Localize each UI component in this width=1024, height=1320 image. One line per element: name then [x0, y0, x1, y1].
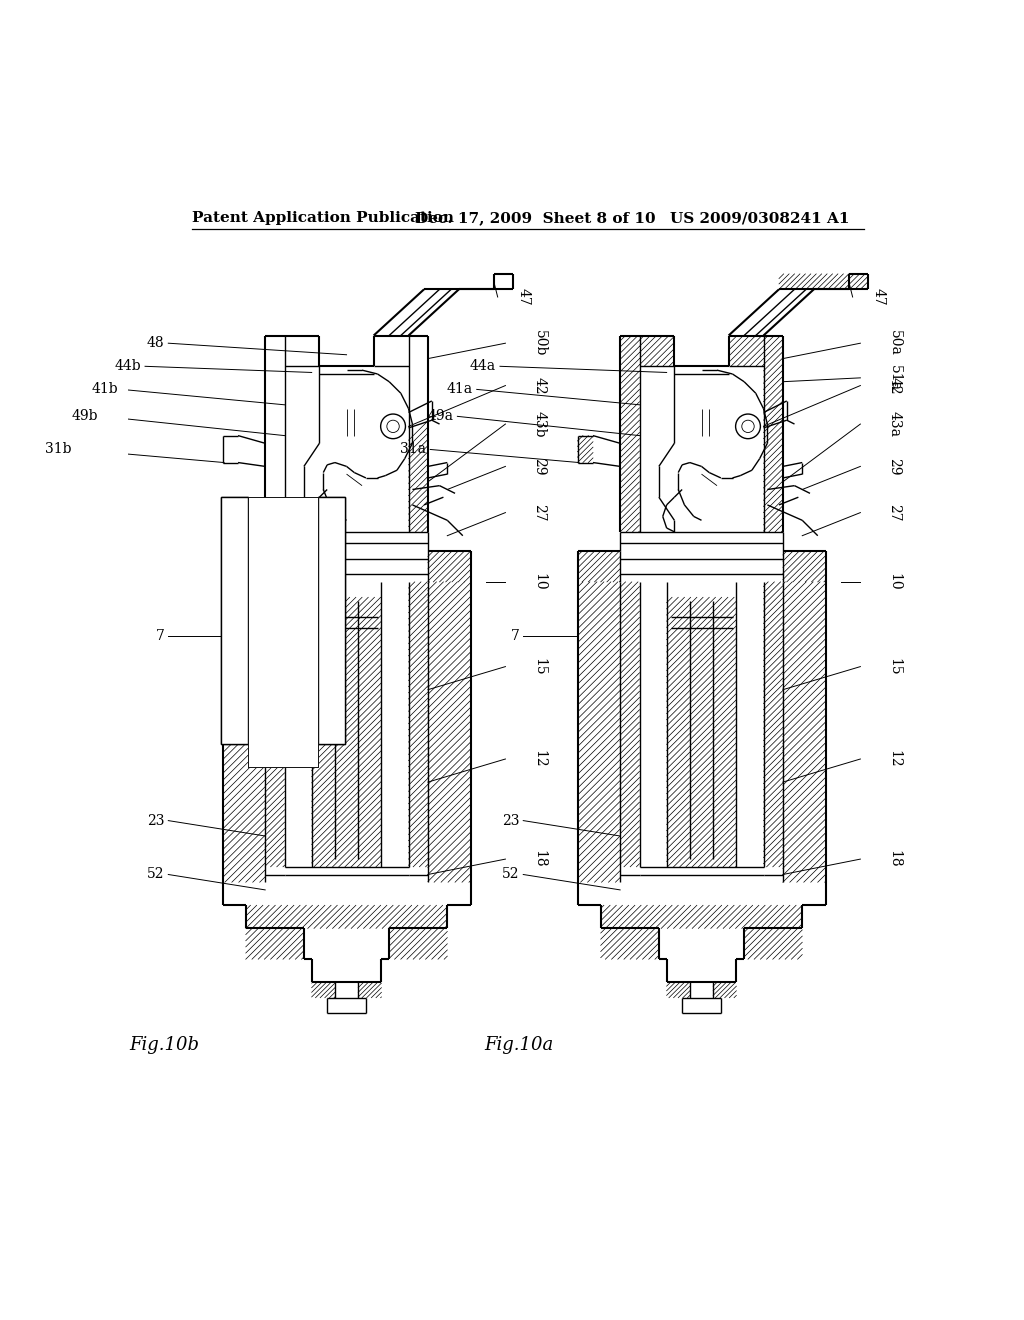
Text: Patent Application Publication: Patent Application Publication — [191, 211, 454, 226]
Text: 49a: 49a — [427, 409, 454, 424]
Text: 42: 42 — [532, 376, 547, 395]
Text: 23: 23 — [502, 813, 519, 828]
Text: 52: 52 — [502, 867, 519, 882]
Text: 43b: 43b — [532, 411, 547, 437]
Text: 15: 15 — [532, 657, 547, 676]
Text: 27: 27 — [532, 504, 547, 521]
Text: 44a: 44a — [470, 359, 496, 374]
Text: 12: 12 — [888, 750, 901, 768]
Polygon shape — [221, 498, 248, 743]
Text: 18: 18 — [532, 850, 547, 869]
Text: Fig.10b: Fig.10b — [130, 1036, 200, 1055]
Text: 50a: 50a — [888, 330, 901, 356]
Text: 43a: 43a — [888, 411, 901, 437]
Text: Fig.10a: Fig.10a — [484, 1036, 554, 1055]
Text: 27: 27 — [888, 504, 901, 521]
Text: 7: 7 — [511, 628, 519, 643]
Text: 10: 10 — [888, 573, 901, 591]
Polygon shape — [317, 498, 345, 743]
Text: 42: 42 — [888, 376, 901, 395]
Text: 44b: 44b — [115, 359, 141, 374]
Text: 41a: 41a — [446, 383, 473, 396]
Text: 29: 29 — [888, 458, 901, 475]
Text: 18: 18 — [888, 850, 901, 869]
Text: 41b: 41b — [91, 383, 118, 396]
Polygon shape — [248, 498, 317, 767]
Text: 10: 10 — [532, 573, 547, 591]
Text: 23: 23 — [146, 813, 165, 828]
Text: 7: 7 — [156, 628, 165, 643]
Text: 51a: 51a — [888, 364, 901, 391]
Text: 48: 48 — [146, 337, 165, 350]
Polygon shape — [248, 498, 317, 767]
Polygon shape — [221, 498, 248, 743]
Text: 12: 12 — [532, 750, 547, 768]
Text: 31b: 31b — [45, 442, 72, 457]
Text: US 2009/0308241 A1: US 2009/0308241 A1 — [671, 211, 850, 226]
Text: 29: 29 — [532, 458, 547, 475]
Text: 49b: 49b — [72, 409, 98, 424]
Text: 15: 15 — [888, 657, 901, 676]
Text: 50b: 50b — [532, 330, 547, 356]
Text: 52: 52 — [146, 867, 165, 882]
Text: 47: 47 — [872, 288, 886, 306]
Text: 31a: 31a — [400, 442, 426, 457]
Text: 47: 47 — [517, 288, 531, 306]
Polygon shape — [317, 498, 345, 743]
Text: Dec. 17, 2009  Sheet 8 of 10: Dec. 17, 2009 Sheet 8 of 10 — [415, 211, 655, 226]
